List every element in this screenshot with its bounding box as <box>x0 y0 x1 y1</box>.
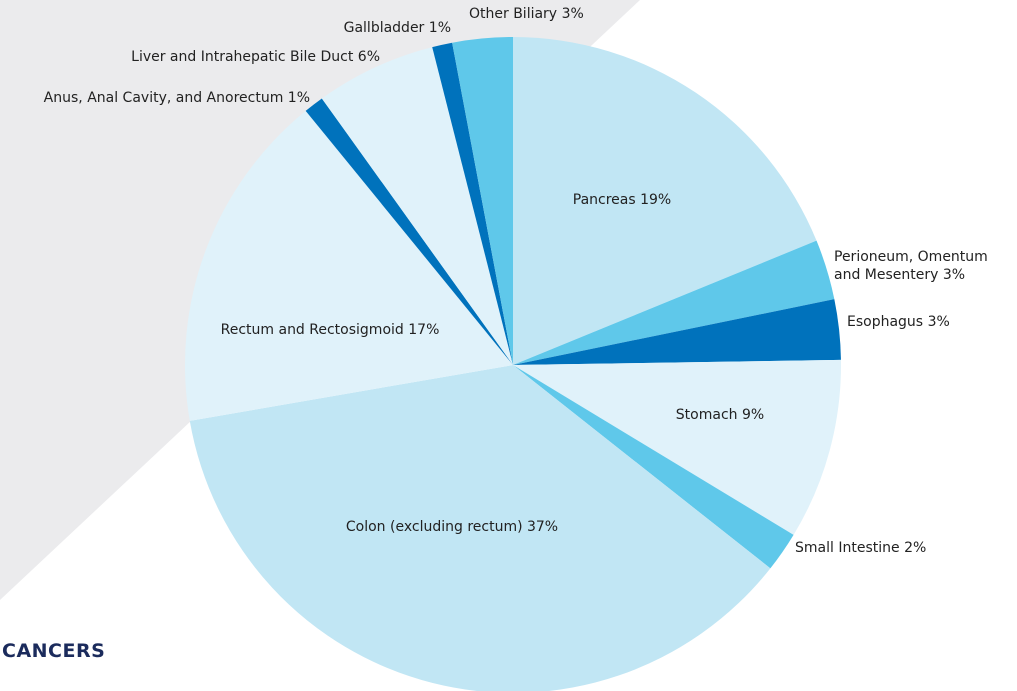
value-label: 19% <box>640 192 672 208</box>
category-name: Rectum and Rectosigmoid <box>220 322 404 338</box>
category-name: Gallbladder <box>343 20 425 36</box>
value-label: 1% <box>287 90 310 106</box>
value-label: 2% <box>904 540 927 556</box>
value-label: 6% <box>357 49 380 65</box>
slice-label: Liver and Intrahepatic Bile Duct 6% <box>131 48 380 66</box>
slice-label: Rectum and Rectosigmoid 17% <box>221 321 440 339</box>
pie-slice <box>513 359 842 535</box>
value-label: 3% <box>942 267 966 283</box>
slice-label: Anus, Anal Cavity, and Anorectum 1% <box>44 89 310 107</box>
slice-label: Pancreas 19% <box>573 191 671 209</box>
value-label: 3% <box>561 6 584 22</box>
category-name: Stomach <box>675 407 738 423</box>
slice-label: Perioneum, Omentum and Mesentery 3% <box>834 248 1009 284</box>
value-label: 9% <box>741 407 765 423</box>
slice-label: Stomach 9% <box>676 406 764 424</box>
pie-slice <box>452 37 513 365</box>
pie-slice <box>513 37 817 365</box>
pie-slice <box>305 98 513 365</box>
pie-slice <box>513 240 835 365</box>
value-label: 17% <box>408 322 440 338</box>
category-name: Anus, Anal Cavity, and Anorectum <box>43 90 284 106</box>
category-name: Small Intestine <box>795 540 900 556</box>
pie-slice <box>432 42 513 365</box>
category-name: Colon (excluding rectum) <box>345 519 523 535</box>
slice-label: Small Intestine 2% <box>795 539 926 557</box>
pie-slice <box>513 299 841 365</box>
caption: CANCERS <box>2 640 106 662</box>
value-label: 37% <box>526 519 559 535</box>
pie-slice <box>184 110 513 421</box>
slice-label: Other Biliary 3% <box>469 5 584 23</box>
pie-slice <box>189 365 771 691</box>
slice-label: Gallbladder 1% <box>344 19 451 37</box>
category-name: Liver and Intrahepatic Bile Duct <box>131 49 354 65</box>
pie-slice <box>513 365 794 569</box>
slice-label: Esophagus 3% <box>847 313 950 331</box>
slice-label: Colon (excluding rectum) 37% <box>346 518 558 536</box>
value-label: 1% <box>428 20 451 36</box>
category-name: Pancreas <box>572 192 636 208</box>
value-label: 3% <box>927 314 950 330</box>
pie-slice <box>321 47 513 366</box>
category-name: Esophagus <box>847 314 924 330</box>
category-name: Perioneum, Omentum and Mesentery <box>834 249 988 283</box>
category-name: Other Biliary <box>469 6 558 22</box>
